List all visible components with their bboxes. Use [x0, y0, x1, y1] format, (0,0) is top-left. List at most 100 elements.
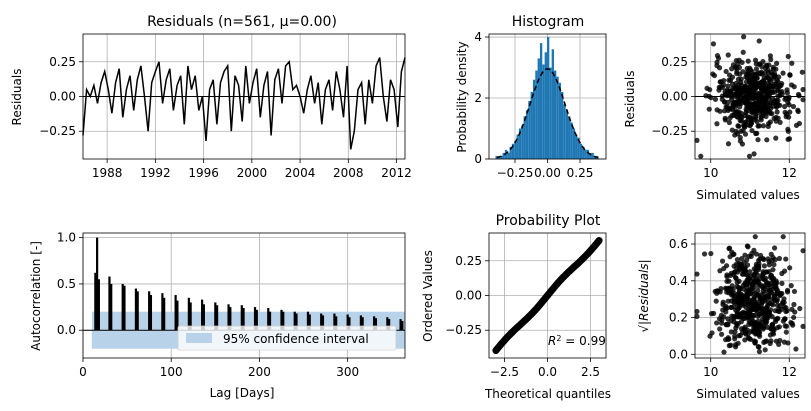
scatter-sqrt-point	[719, 317, 725, 323]
scatter-sqrt-ytick-label: 0.0	[669, 347, 688, 361]
scatter-residuals-point	[799, 69, 805, 75]
r-squared-value: = 0.99	[561, 334, 605, 348]
scatter-sqrt-point	[797, 305, 803, 312]
scatter-sqrt-point	[771, 261, 777, 268]
scatter-sqrt-point	[783, 323, 790, 329]
histogram-xtick-label: 0.00	[534, 166, 561, 180]
scatter-sqrt-point	[721, 349, 727, 355]
scatter-sqrt-point	[694, 308, 700, 315]
autocorrelation-axes-frame	[82, 232, 406, 359]
histogram-bar	[572, 128, 576, 159]
scatter-sqrt-point	[780, 234, 786, 240]
scatter-sqrt-point	[746, 307, 752, 313]
scatter-residuals-point	[791, 84, 797, 90]
scatter-sqrt-point	[773, 338, 779, 344]
scatter-sqrt-point	[748, 253, 754, 260]
scatter-sqrt-point	[768, 338, 774, 344]
scatter-sqrt-point	[745, 244, 751, 250]
scatter-residuals-point	[717, 108, 723, 114]
scatter-sqrt-point	[743, 329, 749, 335]
scatter-sqrt-point	[750, 313, 757, 319]
scatter-sqrt-panel: 10 12 0.0 0.2 0.4 0.6 Simulated values √|Resi…	[637, 232, 806, 401]
scatter-sqrt-point	[694, 313, 700, 319]
scatter-sqrt-point	[746, 318, 752, 324]
scatter-sqrt-point	[767, 287, 773, 293]
scatter-sqrt-point	[768, 251, 774, 257]
scatter-sqrt-point	[745, 273, 751, 279]
scatter-residuals-ylabel: Residuals	[623, 71, 637, 128]
scatter-residuals-point	[800, 97, 806, 103]
scatter-sqrt-point	[776, 255, 783, 262]
probability-plot-xlabel: Theoretical quantiles	[484, 387, 611, 401]
scatter-residuals-point	[729, 112, 735, 119]
scatter-residuals-point	[768, 56, 774, 63]
histogram-bar	[586, 149, 590, 159]
residuals-xtick-label: 1996	[188, 166, 219, 180]
histogram-bar	[582, 146, 585, 159]
scatter-sqrt-point	[772, 281, 778, 287]
scatter-residuals-point	[766, 75, 772, 82]
scatter-residuals-point	[740, 49, 746, 55]
scatter-sqrt-point	[732, 269, 738, 275]
scatter-residuals-panel: 10 12 −0.25 0.00 0.25 Simulated values Resid…	[623, 33, 806, 202]
residuals-ytick-label: 0.25	[49, 55, 76, 69]
scatter-residuals-point	[785, 126, 791, 132]
scatter-residuals-point	[789, 60, 795, 66]
probability-plot-xtick-label: −2.5	[490, 365, 519, 379]
scatter-sqrt-point	[723, 263, 730, 269]
scatter-sqrt-ylabel: √|Residuals|	[637, 259, 651, 332]
scatter-residuals-ytick-label: 0.00	[661, 90, 688, 104]
scatter-residuals-point	[762, 105, 768, 112]
scatter-residuals-point	[754, 81, 760, 88]
scatter-sqrt-point	[732, 333, 738, 339]
r-squared-exponent: 2	[556, 334, 561, 343]
scatter-sqrt-point	[734, 256, 741, 263]
probability-plot-ylabel: Ordered Values	[421, 250, 435, 342]
autocorrelation-xtick-label: 0	[79, 365, 87, 379]
scatter-sqrt-point	[747, 336, 753, 342]
autocorrelation-ytick-label: 1.0	[57, 231, 76, 245]
scatter-residuals-point	[725, 141, 732, 147]
scatter-residuals-point	[800, 86, 806, 93]
residuals-title: Residuals (n=561, μ=0.00)	[147, 14, 337, 30]
scatter-sqrt-point	[767, 274, 774, 281]
histogram-bar	[570, 122, 573, 159]
histogram-bar	[556, 76, 559, 159]
probability-plot-xtick-label: 2.5	[581, 365, 600, 379]
probability-plot-ytick-label: 0.25	[455, 254, 482, 268]
legend-swatch	[186, 333, 212, 343]
scatter-sqrt-point	[735, 320, 741, 327]
residuals-ylabel: Residuals	[10, 69, 24, 126]
probability-plot-panel: −2.5 0.0 2.5 −0.25 0.00 0.25 Probability Plot…	[421, 213, 611, 401]
scatter-sqrt-point	[740, 271, 747, 277]
histogram-bar	[511, 143, 515, 159]
probability-plot-ytick-label: 0.00	[455, 289, 482, 303]
scatter-sqrt-point	[772, 293, 778, 299]
histogram-bar	[516, 134, 519, 159]
scatter-sqrt-point	[737, 294, 743, 300]
scatter-residuals-point	[750, 109, 756, 115]
scatter-sqrt-ytick-label: 0.6	[669, 237, 688, 251]
scatter-residuals-xtick-label: 12	[782, 166, 797, 180]
scatter-residuals-point	[723, 68, 729, 75]
histogram-bar	[502, 152, 505, 159]
residuals-xtick-label: 2000	[237, 166, 268, 180]
scatter-residuals-point	[769, 84, 775, 90]
histogram-xtick-label: 0.25	[567, 166, 594, 180]
scatter-residuals-point	[722, 115, 728, 121]
scatter-sqrt-point	[800, 323, 806, 329]
scatter-residuals-point	[772, 89, 778, 95]
scatter-residuals-point	[787, 72, 793, 78]
autocorrelation-ytick-label: 0.0	[57, 323, 76, 337]
scatter-sqrt-point	[708, 250, 714, 257]
scatter-residuals-point	[785, 53, 791, 60]
scatter-residuals-point	[765, 123, 771, 130]
scatter-residuals-xlabel: Simulated values	[696, 188, 799, 202]
histogram-bar	[568, 116, 571, 159]
scatter-sqrt-point	[767, 307, 774, 313]
scatter-residuals-point	[749, 127, 755, 134]
scatter-residuals-point	[758, 117, 764, 123]
scatter-sqrt-point	[756, 305, 762, 311]
histogram-bar	[535, 70, 538, 159]
